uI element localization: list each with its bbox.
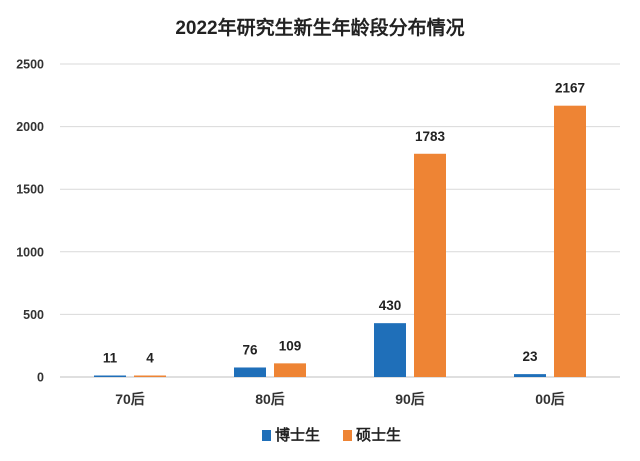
legend-swatch: [343, 430, 352, 441]
y-tick-label: 1000: [16, 245, 44, 259]
y-tick-label: 2500: [16, 58, 44, 72]
x-tick-label: 90后: [395, 391, 425, 407]
data-label: 76: [242, 342, 258, 357]
legend-label: 硕士生: [356, 426, 401, 444]
bar-doctoral: [514, 374, 546, 377]
data-label: 23: [522, 349, 538, 364]
data-label: 11: [103, 351, 118, 366]
data-label: 109: [279, 338, 302, 353]
bars: 11 4 76 109 430 1783 23 2167: [94, 81, 586, 378]
y-axis: 0 500 1000 1500 2000 2500: [16, 58, 44, 385]
x-tick-label: 00后: [535, 391, 565, 407]
bar-masters: [414, 153, 446, 377]
x-axis: 70后 80后 90后 00后: [115, 391, 565, 407]
y-tick-label: 0: [37, 371, 44, 385]
bar-masters: [554, 105, 586, 378]
legend-swatch: [262, 430, 271, 441]
bar-masters: [274, 363, 306, 377]
data-label: 1783: [415, 129, 446, 144]
bar-doctoral: [94, 375, 126, 377]
chart-title: 2022年研究生新生年龄段分布情况: [175, 16, 464, 39]
data-label: 430: [379, 298, 402, 313]
x-tick-label: 70后: [115, 391, 145, 407]
data-label: 4: [146, 351, 154, 366]
y-tick-label: 2000: [16, 120, 44, 134]
bar-doctoral: [234, 367, 266, 377]
legend-label: 博士生: [275, 426, 320, 444]
bar-masters: [134, 375, 166, 377]
x-tick-label: 80后: [255, 391, 285, 407]
data-label: 2167: [555, 81, 585, 96]
y-tick-label: 1500: [16, 183, 44, 197]
y-tick-label: 500: [23, 308, 44, 322]
legend: 博士生 硕士生: [262, 426, 401, 444]
gridlines: [60, 63, 620, 378]
bar-doctoral: [374, 323, 406, 377]
